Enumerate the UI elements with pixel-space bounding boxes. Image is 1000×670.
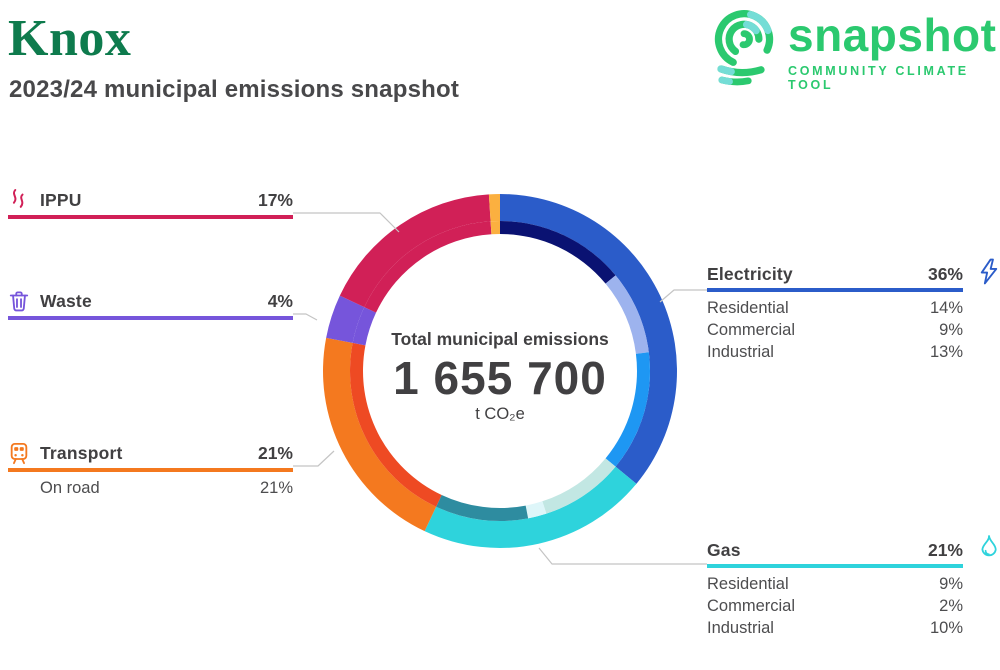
subsector-label: Residential — [707, 575, 789, 593]
donut-sector-transport — [323, 337, 437, 532]
donut-subsector-other-other — [490, 221, 500, 235]
category-label: Waste — [40, 290, 92, 311]
total-emissions-label: Total municipal emissions — [391, 329, 609, 349]
snapshot-logo-text: snapshot COMMUNITY CLIMATE TOOL — [788, 8, 1000, 92]
subsector-row: Industrial 10% — [707, 618, 963, 640]
donut-subsector-electricity-residential — [500, 221, 616, 284]
category-pct: 17% — [257, 189, 293, 210]
donut-subsector-gas-residential — [542, 458, 616, 514]
category-underline — [8, 316, 293, 320]
subsector-label: Residential — [707, 299, 789, 317]
subsector-label: Industrial — [707, 619, 774, 637]
page-title: Knox — [8, 10, 132, 67]
subsector-label: Commercial — [707, 597, 796, 615]
subsector-pct: 14% — [929, 299, 963, 317]
category-pct: 36% — [927, 263, 963, 284]
trash-can-icon — [8, 289, 32, 313]
category-pct: 21% — [257, 442, 293, 463]
category-pct: 4% — [267, 290, 293, 311]
subsector-pct: 9% — [939, 321, 963, 339]
subsector-label: Commercial — [707, 321, 796, 339]
callout-transport: Transport 21% On road 21% — [8, 440, 293, 500]
connector-waste — [293, 313, 318, 321]
category-label: Transport — [40, 442, 123, 463]
category-label: Gas — [707, 539, 741, 560]
donut-sector-electricity — [500, 194, 677, 484]
donut-subsector-electricity-industrial — [605, 352, 651, 467]
subsector-pct: 2% — [939, 597, 963, 615]
lightning-bolt-icon — [978, 258, 1000, 290]
smoke-icon — [8, 188, 32, 212]
donut-center-text: Total municipal emissions 1 655 700 t CO… — [363, 328, 637, 424]
subsector-row: On road 21% — [8, 478, 293, 500]
total-emissions-value: 1 655 700 — [393, 352, 607, 404]
tram-icon — [8, 441, 32, 466]
donut-sector-gas — [424, 466, 637, 548]
callout-waste: Waste 4% — [8, 288, 293, 320]
subsector-pct: 9% — [939, 575, 963, 593]
category-underline — [707, 564, 963, 568]
donut-sector-other — [488, 194, 500, 222]
category-underline — [8, 468, 293, 472]
category-underline — [707, 288, 963, 292]
category-underline — [8, 215, 293, 219]
donut-subsector-gas-commercial — [525, 501, 547, 519]
subsector-pct: 10% — [929, 619, 963, 637]
subsector-pct: 13% — [929, 343, 963, 361]
subsector-label: Industrial — [707, 343, 774, 361]
page-subtitle: 2023/24 municipal emissions snapshot — [9, 76, 460, 103]
category-label: IPPU — [40, 189, 82, 210]
donut-chart — [323, 194, 677, 548]
category-label: Electricity — [707, 263, 793, 284]
total-emissions-unit: t CO₂e — [475, 405, 525, 423]
donut-subsector-ippu-ippu — [364, 221, 492, 313]
donut-subsector-waste-waste — [352, 307, 377, 346]
subsector-row: Residential 14% — [707, 298, 963, 320]
category-pct: 21% — [927, 539, 963, 560]
donut-sector-ippu — [339, 194, 491, 308]
logo-tagline: COMMUNITY CLIMATE TOOL — [788, 64, 969, 92]
logo-wordmark: snapshot — [788, 9, 997, 61]
subsector-label: On road — [40, 479, 100, 497]
callout-ippu: IPPU 17% — [8, 187, 293, 219]
donut-subsector-transport-on-road — [350, 342, 442, 507]
donut-sector-waste — [326, 295, 365, 343]
subsector-row: Residential 9% — [707, 574, 963, 596]
donut-subsector-gas-industrial — [436, 494, 529, 521]
subsector-row: Industrial 13% — [707, 342, 963, 364]
callout-gas: Gas 21% Residential 9% Commercial 2% Ind… — [707, 535, 997, 640]
subsector-row: Commercial 2% — [707, 596, 963, 618]
flame-icon — [978, 534, 1000, 566]
arcs-logo-icon — [714, 10, 774, 86]
donut-subsector-electricity-commercial — [605, 275, 649, 354]
subsector-row: Commercial 9% — [707, 320, 963, 342]
snapshot-logo-icon — [710, 3, 778, 94]
callout-electricity: Electricity 36% Residential 14% Commerci… — [707, 258, 998, 364]
subsector-pct: 21% — [259, 479, 293, 497]
